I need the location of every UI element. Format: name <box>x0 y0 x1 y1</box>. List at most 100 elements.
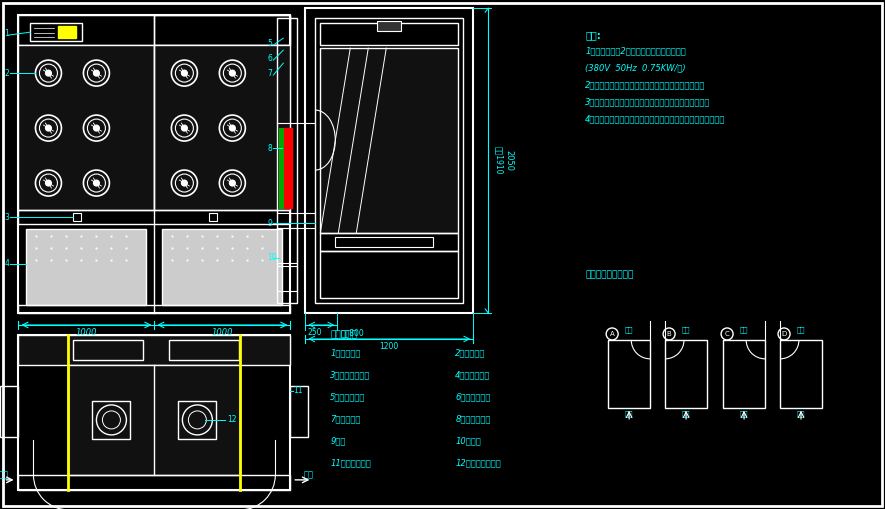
Text: 入口: 入口 <box>625 410 634 416</box>
Bar <box>780 340 822 408</box>
Text: 10、风机: 10、风机 <box>455 436 481 445</box>
Bar <box>92 401 130 439</box>
Text: 2、风淋室采用双面吹淋，可以达到很好的吹淋效果。: 2、风淋室采用双面吹淋，可以达到很好的吹淋效果。 <box>585 80 705 89</box>
Bar <box>1 386 19 437</box>
Bar <box>19 15 290 313</box>
Text: 3: 3 <box>4 213 10 221</box>
Text: 11、自动闭门器: 11、自动闭门器 <box>330 458 371 467</box>
Circle shape <box>45 180 51 186</box>
Text: 出口: 出口 <box>625 326 634 332</box>
Circle shape <box>229 70 235 76</box>
Text: 入口: 入口 <box>681 410 690 416</box>
Text: 开门方向：任选一种: 开门方向：任选一种 <box>585 270 634 279</box>
Text: B: B <box>666 331 672 337</box>
Bar <box>19 335 290 365</box>
Bar <box>19 210 290 224</box>
Text: 11: 11 <box>293 386 303 395</box>
Text: 进门: 进门 <box>0 470 9 479</box>
Bar <box>723 340 765 408</box>
Text: 入口: 入口 <box>796 410 805 416</box>
Text: 内空800: 内空800 <box>341 328 364 337</box>
Bar <box>320 23 458 45</box>
Bar <box>305 8 473 313</box>
Text: 6: 6 <box>267 53 273 63</box>
Text: 出门: 出门 <box>304 470 313 479</box>
Bar <box>210 213 218 221</box>
Bar <box>282 128 292 208</box>
Bar <box>154 15 290 45</box>
Text: 7: 7 <box>267 69 273 77</box>
Text: 4: 4 <box>4 260 10 268</box>
Circle shape <box>229 125 235 131</box>
Text: 3、红外线感应器: 3、红外线感应器 <box>330 370 371 379</box>
Bar <box>290 386 308 437</box>
Text: A: A <box>610 331 614 337</box>
Circle shape <box>94 70 99 76</box>
Text: 5、电源指示灯: 5、电源指示灯 <box>330 392 366 401</box>
Bar <box>320 233 458 251</box>
Circle shape <box>45 70 51 76</box>
Text: 4、初效过滤器: 4、初效过滤器 <box>455 370 490 379</box>
Bar <box>73 340 143 360</box>
Bar <box>27 229 146 305</box>
Bar <box>19 305 290 313</box>
Text: 1200: 1200 <box>380 342 399 351</box>
Text: 5: 5 <box>267 39 273 48</box>
Text: 出口: 出口 <box>740 326 749 332</box>
Text: 12、内嵌式照明灯: 12、内嵌式照明灯 <box>455 458 501 467</box>
Text: 2: 2 <box>4 69 9 77</box>
Text: 7、急停开关: 7、急停开关 <box>330 414 361 423</box>
Bar <box>30 23 82 41</box>
Circle shape <box>229 180 235 186</box>
Bar <box>320 251 458 298</box>
Text: 1、控制面板: 1、控制面板 <box>330 348 361 357</box>
Circle shape <box>181 70 188 76</box>
Bar <box>277 266 297 291</box>
Text: 6、工作指示灯: 6、工作指示灯 <box>455 392 490 401</box>
Text: 3、控制系统：采用人性化语音提示，电子板自动控制。: 3、控制系统：采用人性化语音提示，电子板自动控制。 <box>585 97 711 106</box>
Text: D: D <box>781 331 787 337</box>
Bar <box>179 401 216 439</box>
Text: 1000: 1000 <box>212 328 233 337</box>
Bar <box>58 26 76 38</box>
Bar <box>73 213 81 221</box>
Bar <box>315 18 463 303</box>
Bar <box>68 365 241 475</box>
Text: 入口: 入口 <box>740 410 749 416</box>
Bar <box>280 128 283 208</box>
Text: 8、高效过滤器: 8、高效过滤器 <box>455 414 490 423</box>
Bar <box>162 229 282 305</box>
Text: 250: 250 <box>307 328 322 337</box>
Bar <box>377 21 401 31</box>
Text: 说明:: 说明: <box>585 30 601 40</box>
Text: 出口: 出口 <box>796 326 805 332</box>
Circle shape <box>94 180 99 186</box>
Text: 2、气流喷嘴: 2、气流喷嘴 <box>455 348 486 357</box>
Text: 1: 1 <box>4 29 9 38</box>
Circle shape <box>94 125 99 131</box>
Text: 10: 10 <box>267 253 277 263</box>
Circle shape <box>181 125 188 131</box>
Text: 12: 12 <box>227 415 237 425</box>
Bar <box>19 475 290 490</box>
Bar <box>666 340 707 408</box>
Bar <box>320 48 458 233</box>
Bar <box>19 45 154 210</box>
Text: 内空1910: 内空1910 <box>495 146 504 174</box>
Text: 8: 8 <box>267 144 272 153</box>
Bar <box>335 237 434 247</box>
Text: 4、如无其它特殊说明，加工工艺及配置均按本公司标准制作。: 4、如无其它特殊说明，加工工艺及配置均按本公司标准制作。 <box>585 114 726 123</box>
Bar <box>277 18 297 303</box>
Bar <box>277 228 297 263</box>
Text: 2050: 2050 <box>504 150 513 171</box>
Circle shape <box>45 125 51 131</box>
Circle shape <box>181 180 188 186</box>
Text: 9、门: 9、门 <box>330 436 346 445</box>
Text: 出口: 出口 <box>681 326 690 332</box>
Text: 9: 9 <box>267 218 273 228</box>
Bar <box>608 340 650 408</box>
Text: C: C <box>725 331 729 337</box>
Bar <box>154 45 290 210</box>
Text: 图解说明：: 图解说明： <box>330 330 358 339</box>
Text: 1、风淋室采用2台响应大风量低噪音风机，: 1、风淋室采用2台响应大风量低噪音风机， <box>585 46 686 55</box>
